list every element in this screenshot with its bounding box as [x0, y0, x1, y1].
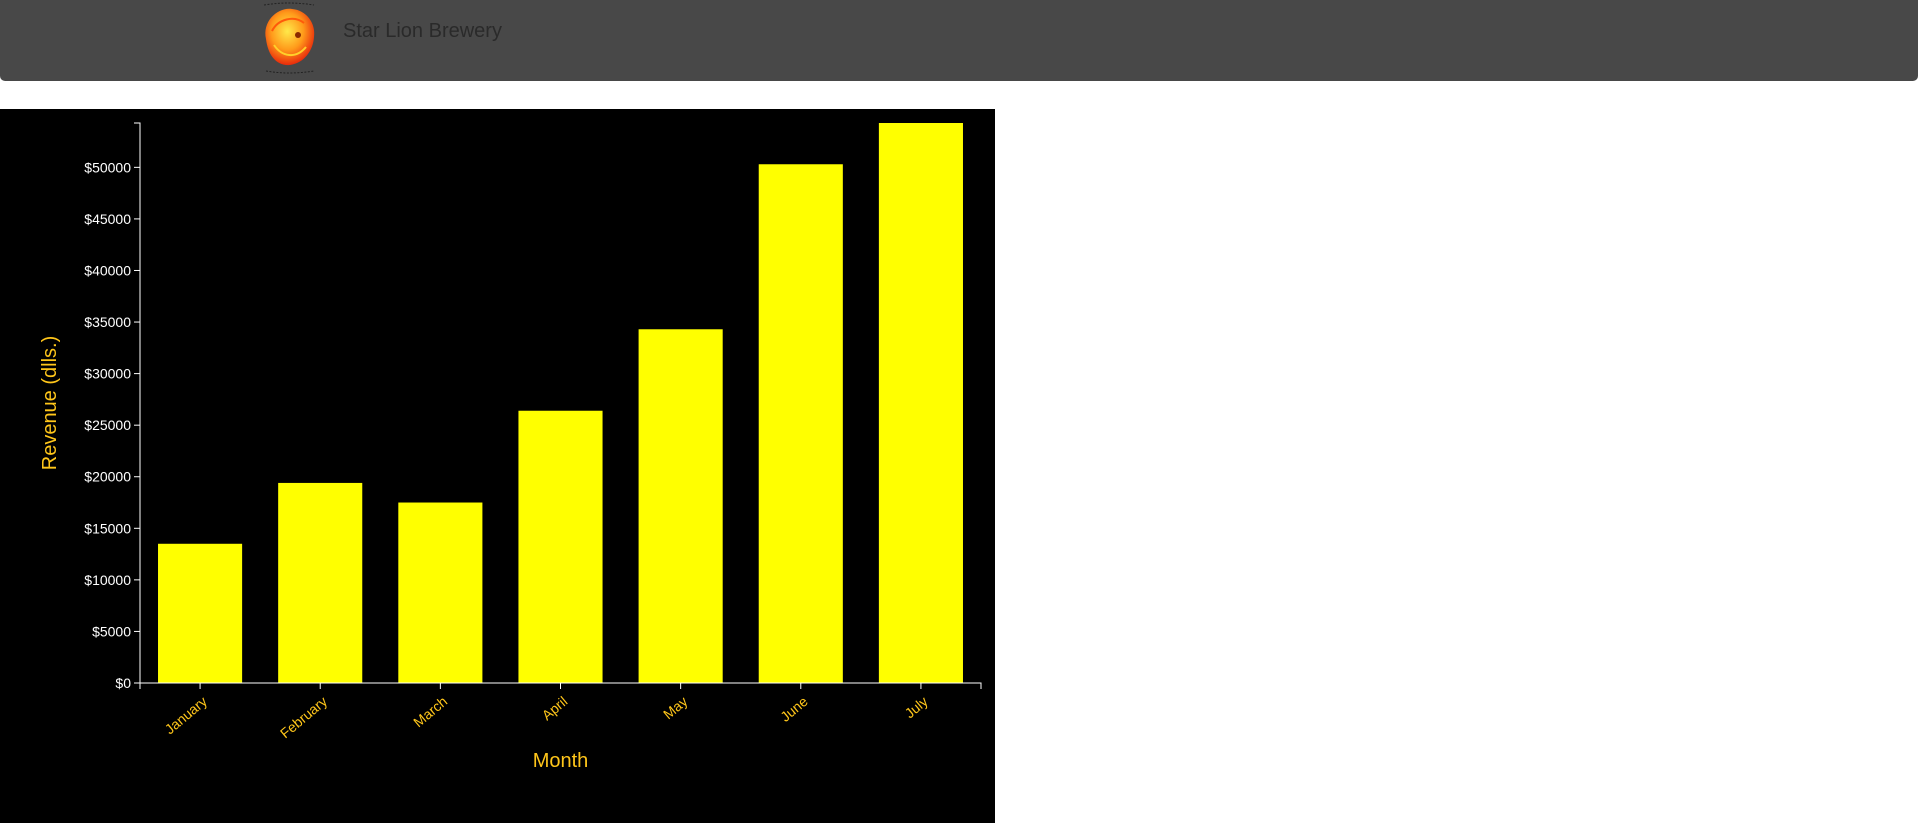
x-tick-label: March: [410, 693, 450, 730]
x-tick-label: February: [277, 693, 330, 741]
y-tick-label: $50000: [84, 159, 131, 175]
y-axis-line: [134, 122, 141, 684]
x-tick-label: April: [539, 693, 571, 723]
x-tick-label: June: [777, 693, 811, 725]
bar: [638, 329, 723, 683]
bar: [158, 543, 243, 683]
y-tick-label: $0: [115, 675, 131, 691]
brand-name[interactable]: Star Lion Brewery: [343, 20, 502, 42]
bar: [398, 502, 483, 683]
y-tick-label: $15000: [84, 520, 131, 536]
y-tick-label: $25000: [84, 417, 131, 433]
y-tick-label: $5000: [92, 623, 131, 639]
y-tick-label: $30000: [84, 366, 131, 382]
revenue-bar-chart: $0 $5000 $10000 $15000 $20000 $25000 $30000 $35…: [39, 122, 982, 772]
chart-container: $0 $5000 $10000 $15000 $20000 $25000 $30000 $35…: [0, 109, 995, 823]
lion-logo-icon[interactable]: [258, 1, 320, 75]
x-tick-label: July: [901, 693, 930, 721]
x-tick-label: May: [660, 693, 691, 722]
bar: [758, 164, 843, 683]
bar: [278, 482, 363, 683]
y-tick-label: $40000: [84, 262, 131, 278]
x-tick-label: January: [162, 693, 210, 737]
y-axis-title: Revenue (dlls.): [39, 336, 61, 471]
navbar: Star Lion Brewery: [0, 0, 1918, 81]
y-tick-label: $10000: [84, 572, 131, 588]
bar: [878, 123, 963, 683]
bar: [518, 410, 603, 683]
y-tick-label: $35000: [84, 314, 131, 330]
y-tick-label: $20000: [84, 469, 131, 485]
y-tick-label: $45000: [84, 211, 131, 227]
x-axis-title: Month: [533, 750, 589, 772]
